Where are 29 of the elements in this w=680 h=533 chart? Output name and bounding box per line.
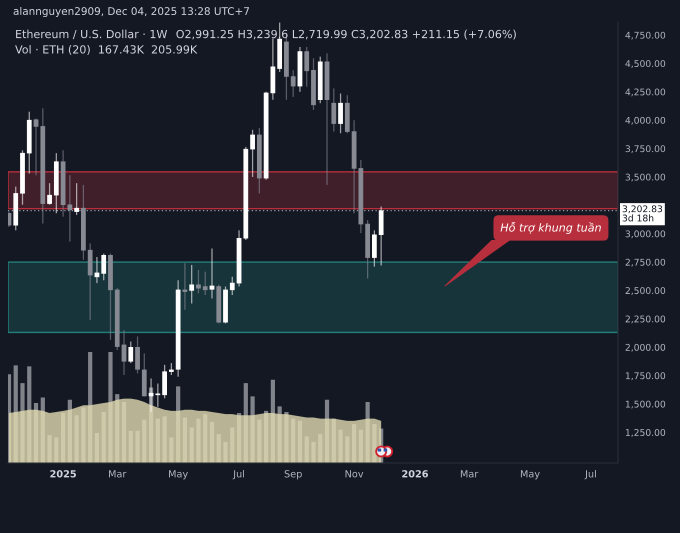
y-tick-label: 3,500.00 [626,174,666,182]
y-tick-label: 3,000.00 [626,230,666,238]
y-tick-label: 4,250.00 [625,88,666,96]
y-tick-label: 1,250.00 [626,429,666,437]
ref-line-label: 3,202.83 3d 18h [622,205,662,222]
y-tick-label: 3,750.00 [626,145,666,154]
chart-title: Vol · ETH (20) 167.43K 205.99K [15,45,198,55]
y-tick-label: 4,000.00 [625,116,666,125]
annotation: Hỗ trợ khung tuần [500,222,601,234]
x-tick-label: Jul [232,470,244,480]
x-tick-label: Jul [584,470,596,480]
x-tick-label: May [520,470,540,480]
y-tick-label: 4,750.00 [625,32,666,40]
x-tick-label: Nov [346,470,364,478]
y-tick-label: 2,000.00 [626,344,666,352]
text: alannguyen2909, Dec 04, 2025 13:28 UTC+7 [14,6,249,18]
y-tick-label: 1,750.00 [626,372,666,380]
y-tick-label: 2,750.00 [626,258,666,267]
y-tick-label: 4,500.00 [625,60,666,68]
x-tick-label: Sep [284,470,302,480]
x-tick-label: May [169,470,188,480]
x-tick-label: Mar [460,470,478,478]
text: Ethereum / U.S. Dollar · 1W [16,30,168,40]
x-tick-label: 2026 [402,470,428,478]
y-tick-label: 1,500.00 [626,400,666,409]
y-tick-label: 2,250.00 [626,316,666,324]
x-tick-label: 2025 [50,470,76,478]
x-tick-label: Mar [109,470,126,478]
y-tick-label: 2,500.00 [626,287,666,296]
